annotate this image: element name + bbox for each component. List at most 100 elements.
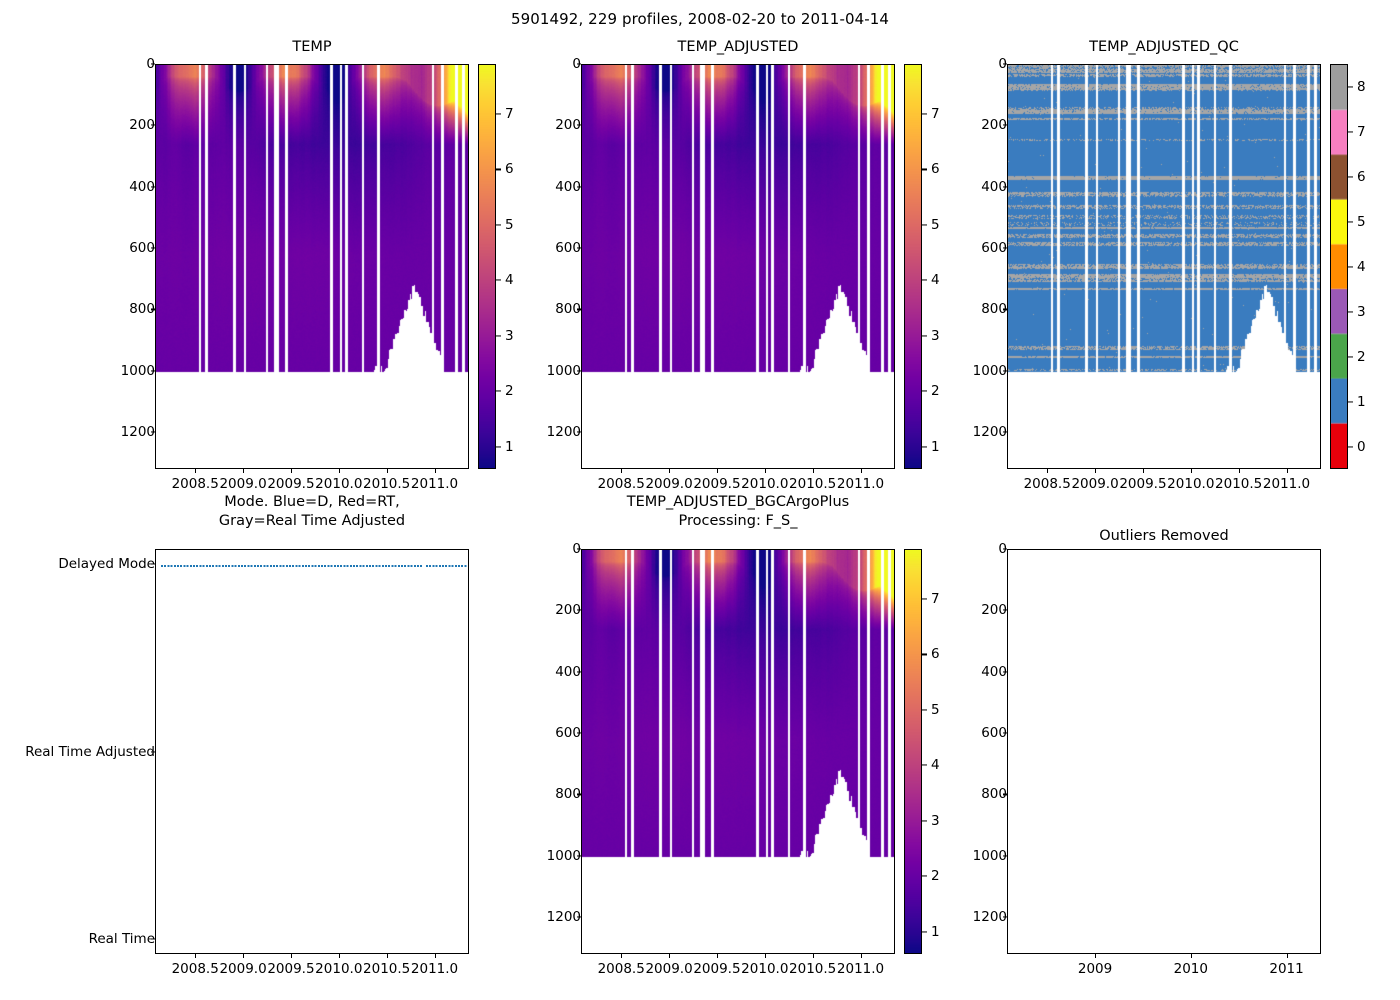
xtick-mark	[290, 469, 293, 473]
ytick-label-bgc: 600	[555, 725, 581, 742]
ytick-label-mode: Real Time Adjusted	[25, 743, 155, 760]
colorbar-tick-mark	[496, 390, 501, 392]
ytick-mark	[1003, 916, 1007, 918]
panel-title-mode: Mode. Blue=D, Red=RT, Gray=Real Time Adj…	[218, 494, 406, 529]
colorbar-tick-mark	[496, 335, 501, 337]
xtick-label-mode: 2008.5	[171, 961, 219, 977]
colorbar-tick-mark	[496, 446, 501, 448]
colorbar-tick-mark	[922, 113, 927, 115]
colorbar-tick-label: 5	[1357, 213, 1366, 230]
ytick-mark	[577, 308, 581, 310]
ytick-mark	[1003, 671, 1007, 673]
xtick-label-outliers: 2009	[1077, 961, 1113, 977]
xtick-label-temp_adjusted_qc: 2011.0	[1262, 476, 1311, 492]
ytick-label-outliers: 800	[981, 786, 1007, 803]
xtick-label-bgc: 2009.5	[693, 961, 741, 977]
xtick-mark	[1095, 954, 1097, 958]
ytick-label-temp_adjusted: 400	[555, 178, 581, 195]
ytick-label-temp: 200	[129, 117, 155, 134]
colorbar-bgc[interactable]	[904, 549, 922, 954]
heatmap-temp_adjusted	[582, 65, 894, 468]
ytick-label-temp: 1000	[120, 362, 155, 379]
xtick-label-mode: 2009.5	[267, 961, 315, 977]
xtick-label-temp: 2010.0	[315, 476, 363, 492]
ytick-label-mode: Real Time	[88, 931, 155, 947]
xtick-mark	[1047, 469, 1049, 473]
colorbar-tick-label: 2	[1357, 348, 1366, 365]
xtick-mark	[621, 954, 623, 958]
ytick-label-temp: 1200	[120, 424, 155, 441]
ytick-mark	[1003, 431, 1007, 433]
colorbar-tick-mark	[922, 931, 927, 933]
colorbar-tick-label: 5	[505, 216, 514, 233]
ytick-mark	[151, 750, 155, 753]
ytick-label-temp_adjusted_qc: 1000	[972, 362, 1007, 379]
ytick-label-mode: Delayed Mode	[58, 556, 155, 572]
colorbar-tick-mark	[1348, 310, 1353, 313]
xtick-mark	[812, 954, 814, 958]
colorbar-tick-label: 0	[1357, 438, 1366, 455]
ytick-mark	[1003, 124, 1007, 126]
xtick-mark	[434, 469, 436, 473]
axes-outliers[interactable]	[1007, 549, 1321, 954]
heatmap-bgc	[582, 550, 894, 953]
xtick-label-temp_adjusted: 2010.0	[741, 476, 789, 492]
xtick-mark	[338, 469, 340, 473]
colorbar-tick-label: 7	[505, 105, 514, 122]
axes-mode[interactable]	[155, 549, 469, 954]
colorbar-temp[interactable]	[478, 64, 496, 469]
xtick-label-temp: 2010.5	[363, 476, 411, 492]
colorbar-tick-mark	[922, 709, 927, 711]
axes-temp[interactable]	[155, 64, 469, 469]
axes-temp_adjusted_qc[interactable]	[1007, 64, 1321, 469]
mode-series-line	[425, 565, 468, 568]
axes-bgc[interactable]	[581, 549, 895, 954]
ytick-label-temp: 400	[129, 178, 155, 195]
colorbar-tick-label: 6	[1357, 168, 1366, 185]
xtick-label-temp_adjusted_qc: 2009.0	[1071, 476, 1119, 492]
ytick-label-bgc: 800	[555, 786, 581, 803]
ytick-mark	[151, 124, 155, 126]
ytick-mark	[1003, 370, 1007, 372]
colorbar-temp_adjusted_qc[interactable]	[1330, 64, 1348, 469]
axes-temp_adjusted[interactable]	[581, 64, 895, 469]
colorbar-tick-label: 4	[505, 272, 514, 289]
xtick-mark	[338, 954, 340, 958]
ytick-mark	[151, 186, 155, 188]
colorbar-tick-label: 8	[1357, 78, 1366, 95]
colorbar-tick-mark	[922, 446, 927, 448]
ytick-mark	[577, 548, 581, 550]
colorbar-temp_adjusted[interactable]	[904, 64, 922, 469]
ytick-label-outliers: 1200	[972, 909, 1007, 926]
ytick-label-outliers: 600	[981, 725, 1007, 742]
colorbar-tick-label: 2	[931, 868, 940, 885]
colorbar-tick-label: 5	[931, 701, 940, 718]
xtick-mark	[386, 954, 388, 958]
ytick-label-outliers: 1000	[972, 847, 1007, 864]
ytick-label-bgc: 200	[555, 602, 581, 619]
ytick-label-outliers: 400	[981, 663, 1007, 680]
xtick-mark	[386, 469, 388, 473]
colorbar-tick-mark	[922, 168, 927, 170]
ytick-mark	[1003, 732, 1007, 734]
colorbar-tick-mark	[1348, 445, 1353, 448]
xtick-mark	[195, 469, 197, 473]
colorbar-tick-mark	[1348, 400, 1353, 403]
colorbar-tick-label: 1	[931, 923, 940, 940]
xtick-label-temp_adjusted_qc: 2010.0	[1167, 476, 1215, 492]
ytick-mark	[1003, 247, 1007, 249]
colorbar-tick-mark	[922, 653, 927, 655]
xtick-label-temp_adjusted_qc: 2010.5	[1215, 476, 1263, 492]
ytick-mark	[151, 63, 155, 65]
xtick-mark	[243, 469, 245, 473]
xtick-mark	[1190, 954, 1192, 958]
xtick-mark	[1095, 469, 1097, 473]
xtick-mark	[290, 954, 293, 958]
mode-series-line	[160, 565, 423, 568]
panel-title-temp_adjusted_qc: TEMP_ADJUSTED_QC	[1089, 39, 1239, 55]
ytick-mark	[151, 563, 155, 565]
ytick-mark	[577, 186, 581, 188]
xtick-mark	[716, 954, 719, 958]
